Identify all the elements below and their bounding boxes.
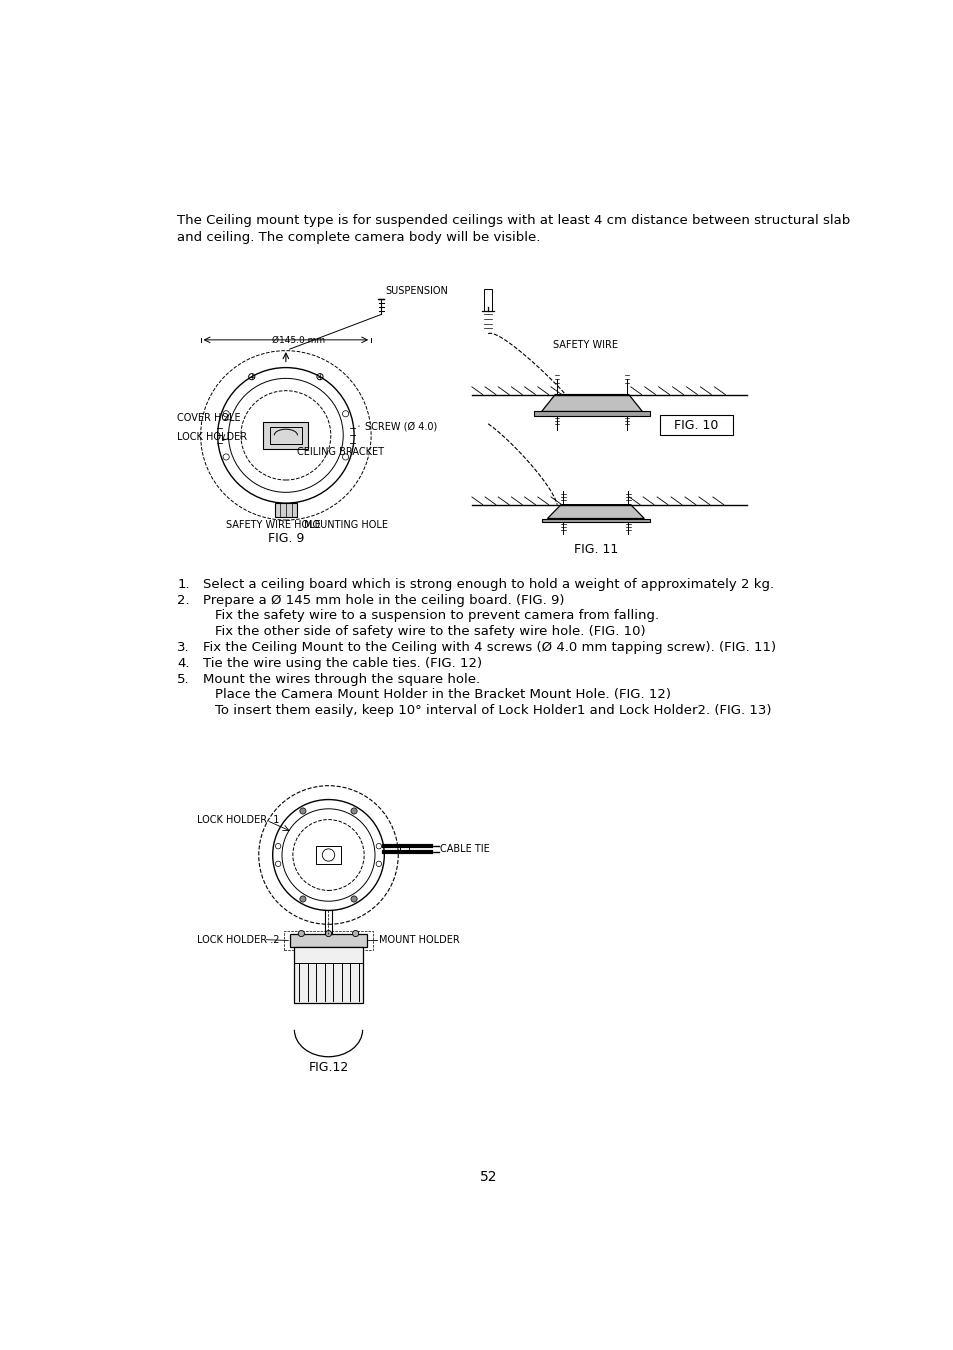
Text: 1.: 1. [177, 578, 190, 591]
Text: SUSPENSION: SUSPENSION [385, 286, 448, 297]
Text: CABLE TIE: CABLE TIE [439, 844, 489, 853]
Polygon shape [547, 505, 643, 518]
Text: Fix the other side of safety wire to the safety wire hole. (FIG. 10): Fix the other side of safety wire to the… [215, 625, 645, 639]
Text: 2.: 2. [177, 594, 190, 606]
Text: CEILING BRACKET: CEILING BRACKET [297, 447, 384, 458]
Circle shape [299, 807, 306, 814]
Bar [274, 504, 296, 517]
Circle shape [299, 896, 306, 902]
Text: Fix the Ceiling Mount to the Ceiling with 4 screws (Ø 4.0 mm tapping screw). (FI: Fix the Ceiling Mount to the Ceiling wit… [203, 641, 775, 653]
Circle shape [353, 930, 358, 937]
Text: SCREW (Ø 4.0): SCREW (Ø 4.0) [358, 421, 436, 431]
Text: LOCK HOLDER .2: LOCK HOLDER .2 [196, 934, 279, 945]
Text: 3.: 3. [177, 641, 190, 653]
Bar [263, 421, 308, 448]
Text: FIG. 10: FIG. 10 [674, 418, 718, 432]
Text: Fix the safety wire to a suspension to prevent camera from falling.: Fix the safety wire to a suspension to p… [215, 609, 659, 622]
Text: FIG.12: FIG.12 [308, 1061, 348, 1073]
Text: To insert them easily, keep 10° interval of Lock Holder1 and Lock Holder2. (FIG.: To insert them easily, keep 10° interval… [215, 705, 771, 717]
Text: Tie the wire using the cable ties. (FIG. 12): Tie the wire using the cable ties. (FIG.… [203, 656, 481, 670]
Text: FIG. 11: FIG. 11 [573, 543, 618, 556]
Bar [283, 931, 373, 949]
Text: COVER HOLE: COVER HOLE [177, 413, 241, 424]
Circle shape [298, 930, 304, 937]
Text: Mount the wires through the square hole.: Mount the wires through the square hole. [203, 672, 479, 686]
Text: 4.: 4. [177, 656, 190, 670]
Circle shape [351, 807, 356, 814]
Text: MOUNT HOLDER: MOUNT HOLDER [378, 936, 459, 945]
Text: 52: 52 [479, 1170, 497, 1184]
Bar [541, 518, 649, 522]
Bar [534, 412, 649, 416]
Circle shape [325, 930, 332, 937]
Text: 5.: 5. [177, 672, 190, 686]
Text: FIG. 9: FIG. 9 [268, 532, 304, 545]
Bar [270, 427, 302, 444]
Text: and ceiling. The complete camera body will be visible.: and ceiling. The complete camera body wi… [177, 231, 540, 244]
Text: The Ceiling mount type is for suspended ceilings with at least 4 cm distance bet: The Ceiling mount type is for suspended … [177, 215, 850, 227]
Text: LOCK HOLDER: LOCK HOLDER [177, 432, 247, 441]
Bar [294, 948, 362, 1003]
Text: LOCK HOLDER .1: LOCK HOLDER .1 [196, 815, 279, 825]
Polygon shape [541, 394, 641, 412]
Text: Prepare a Ø 145 mm hole in the ceiling board. (FIG. 9): Prepare a Ø 145 mm hole in the ceiling b… [203, 594, 564, 606]
Text: Place the Camera Mount Holder in the Bracket Mount Hole. (FIG. 12): Place the Camera Mount Holder in the Bra… [215, 688, 671, 701]
Bar [484, 289, 492, 310]
Circle shape [351, 896, 356, 902]
Text: Select a ceiling board which is strong enough to hold a weight of approximately : Select a ceiling board which is strong e… [203, 578, 773, 591]
Bar [290, 934, 367, 948]
Text: SAFETY WIRE HOLE: SAFETY WIRE HOLE [226, 520, 320, 531]
Text: MOUNTING HOLE: MOUNTING HOLE [303, 520, 387, 531]
Bar [315, 845, 340, 864]
Text: SAFETY WIRE: SAFETY WIRE [553, 340, 618, 350]
Bar [399, 845, 409, 853]
Text: Ø145.0 mm: Ø145.0 mm [272, 336, 325, 346]
